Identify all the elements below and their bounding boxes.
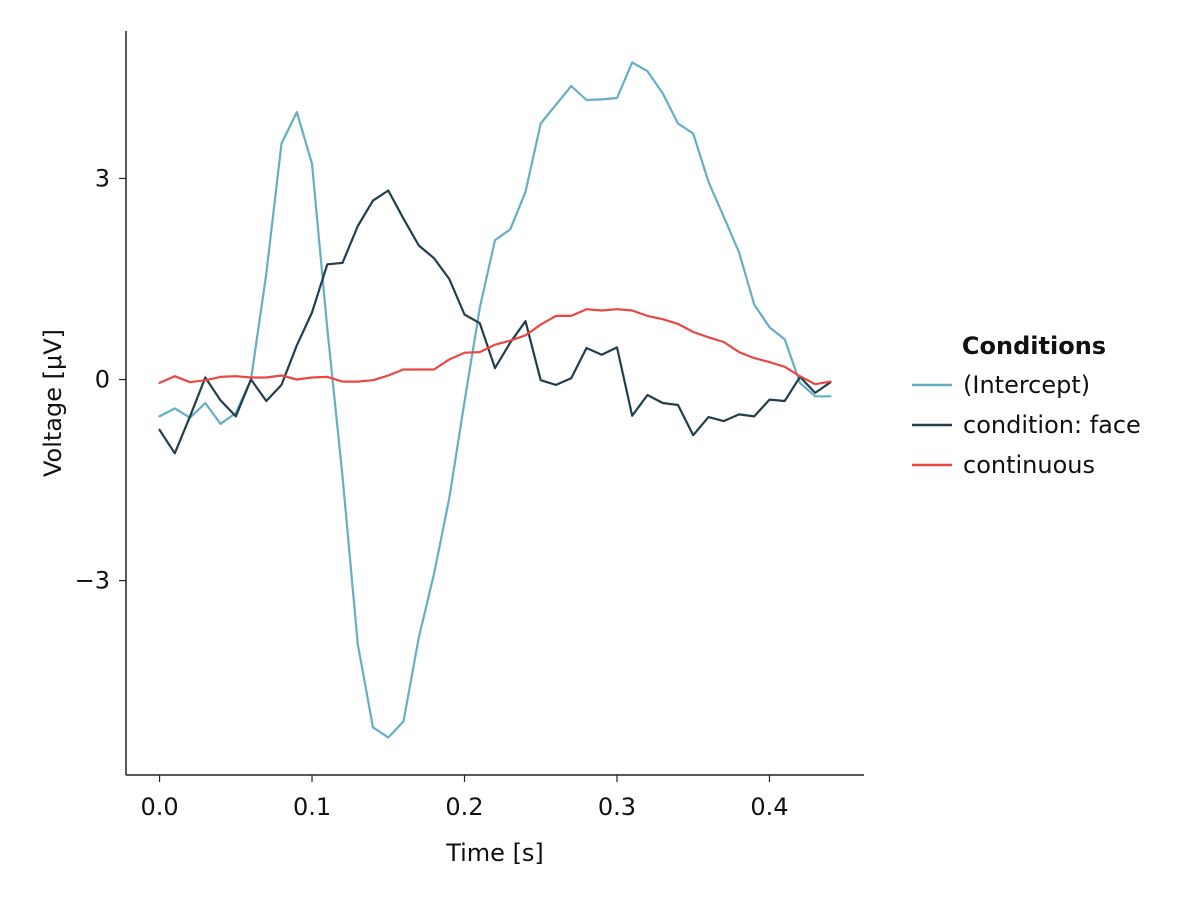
x-tick-label: 0.4 [750,793,788,821]
legend-items: (Intercept) condition: face continuous [912,371,1141,479]
y-axis-title: Voltage [μV] [39,329,67,477]
series-line-continuous [158,308,832,386]
legend-title: Conditions [962,332,1106,360]
y-tick-label: −3 [75,567,110,595]
series-line-condition-face [158,189,832,455]
x-tick-label: 0.1 [293,793,331,821]
legend-label: (Intercept) [963,371,1090,399]
legend: Conditions (Intercept) condition: face con… [912,332,1141,479]
y-tick-label: 3 [95,164,110,192]
x-axis-title: Time [s] [445,839,544,867]
x-tick-label: 0.3 [598,793,636,821]
x-tick-label: 0.0 [140,793,178,821]
legend-label: continuous [963,451,1095,479]
y-ticks: 3 0 −3 [75,164,126,595]
x-tick-label: 0.2 [445,793,483,821]
series-line-intercept [158,61,832,739]
legend-label: condition: face [963,411,1141,439]
axes-layer [125,31,864,776]
series-layer [158,61,832,739]
x-ticks: 0.0 0.1 0.2 0.3 0.4 [140,775,789,821]
y-tick-label: 0 [95,366,110,394]
